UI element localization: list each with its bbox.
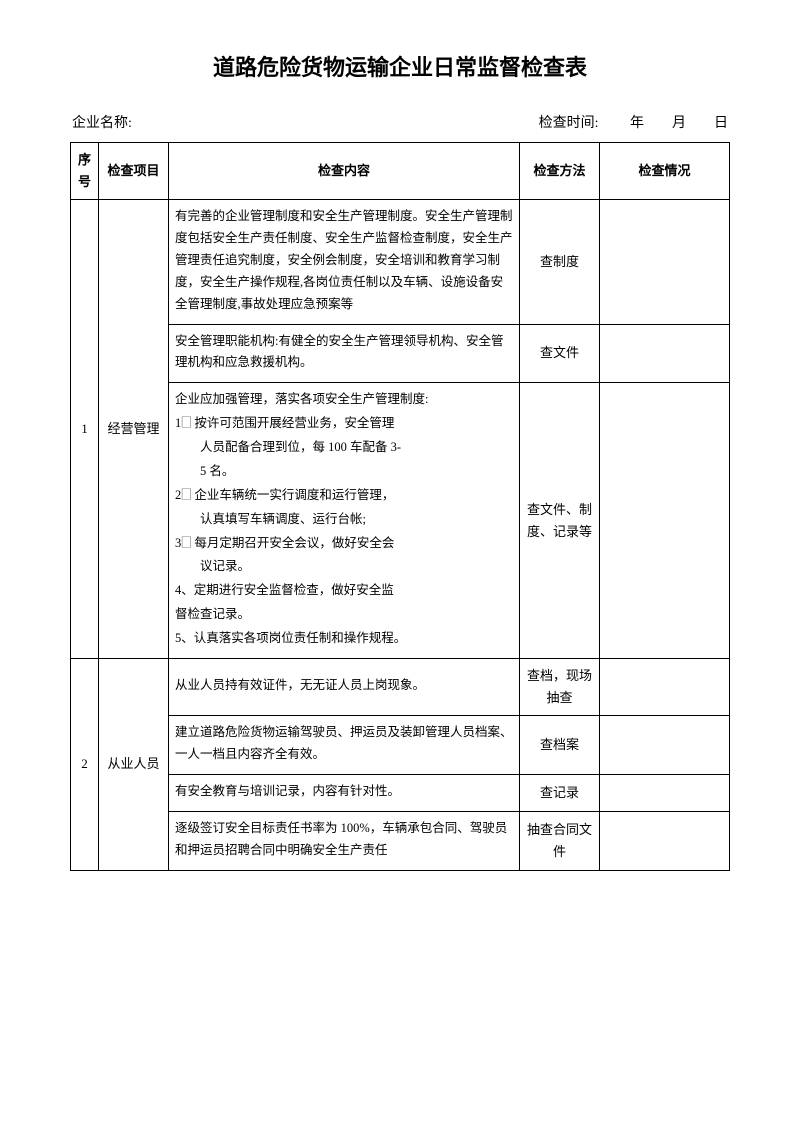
header-item: 检查项目 [99, 143, 169, 200]
cell-method: 查记录 [520, 774, 600, 811]
meta-row: 企业名称: 检查时间: 年 月 日 [70, 112, 730, 132]
date-label: 检查时间: [539, 116, 599, 131]
header-content: 检查内容 [169, 143, 520, 200]
table-row: 2 从业人员 从业人员持有效证件，无无证人员上岗现象。 查档，现场抽查 [71, 658, 730, 715]
cell-method: 查制度 [520, 200, 600, 324]
cell-method: 查文件 [520, 324, 600, 383]
cell-content: 建立道路危险货物运输驾驶员、押运员及装卸管理人员档案、一人一档且内容齐全有效。 [169, 716, 520, 775]
table-row: 建立道路危险货物运输驾驶员、押运员及装卸管理人员档案、一人一档且内容齐全有效。 … [71, 716, 730, 775]
page-title: 道路危险货物运输企业日常监督检查表 [70, 50, 730, 82]
cell-method: 查档，现场抽查 [520, 658, 600, 715]
cell-status [600, 658, 730, 715]
table-row: 企业应加强管理，落实各项安全生产管理制度:1🗌 按许可范围开展经营业务，安全管理… [71, 383, 730, 659]
table-row: 安全管理职能机构:有健全的安全生产管理领导机构、安全管理机构和应急救援机构。 查… [71, 324, 730, 383]
cell-content: 安全管理职能机构:有健全的安全生产管理领导机构、安全管理机构和应急救援机构。 [169, 324, 520, 383]
cell-method: 抽查合同文件 [520, 811, 600, 870]
cell-item: 经营管理 [99, 200, 169, 659]
cell-method: 查档案 [520, 716, 600, 775]
cell-status [600, 774, 730, 811]
cell-status [600, 716, 730, 775]
cell-status [600, 383, 730, 659]
table-row: 1 经营管理 有完善的企业管理制度和安全生产管理制度。安全生产管理制度包括安全生… [71, 200, 730, 324]
company-label: 企业名称: [72, 112, 132, 132]
header-num: 序号 [71, 143, 99, 200]
cell-item: 从业人员 [99, 658, 169, 870]
cell-status [600, 811, 730, 870]
cell-content: 企业应加强管理，落实各项安全生产管理制度:1🗌 按许可范围开展经营业务，安全管理… [169, 383, 520, 659]
cell-status [600, 200, 730, 324]
cell-content: 有完善的企业管理制度和安全生产管理制度。安全生产管理制度包括安全生产责任制度、安… [169, 200, 520, 324]
cell-content: 从业人员持有效证件，无无证人员上岗现象。 [169, 658, 520, 715]
cell-status [600, 324, 730, 383]
table-row: 有安全教育与培训记录，内容有针对性。 查记录 [71, 774, 730, 811]
table-header-row: 序号 检查项目 检查内容 检查方法 检查情况 [71, 143, 730, 200]
inspection-table: 序号 检查项目 检查内容 检查方法 检查情况 1 经营管理 有完善的企业管理制度… [70, 142, 730, 871]
date-field: 检查时间: 年 月 日 [539, 112, 728, 132]
date-value: 年 月 日 [602, 116, 728, 131]
cell-num: 2 [71, 658, 99, 870]
cell-content: 有安全教育与培训记录，内容有针对性。 [169, 774, 520, 811]
cell-num: 1 [71, 200, 99, 659]
cell-content: 逐级签订安全目标责任书率为 100%，车辆承包合同、驾驶员和押运员招聘合同中明确… [169, 811, 520, 870]
cell-method: 查文件、制度、记录等 [520, 383, 600, 659]
header-status: 检查情况 [600, 143, 730, 200]
table-row: 逐级签订安全目标责任书率为 100%，车辆承包合同、驾驶员和押运员招聘合同中明确… [71, 811, 730, 870]
header-method: 检查方法 [520, 143, 600, 200]
